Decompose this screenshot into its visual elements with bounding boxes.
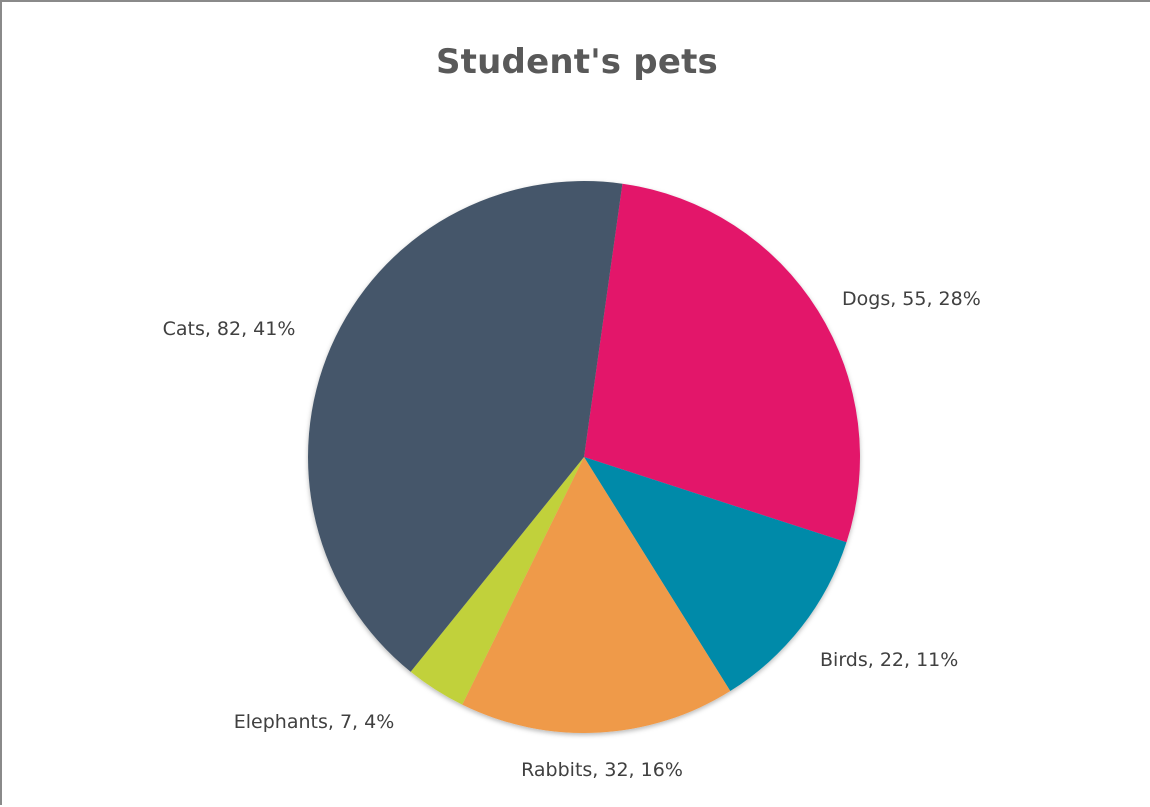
pie-slice-elephants[interactable] [410,457,584,705]
data-labels: Dogs, 55, 28% Birds, 22, 11% Rabbits, 32, … [163,288,981,781]
data-label-birds: Birds, 22, 11% [820,649,958,671]
pie-slice-dogs[interactable] [584,183,860,543]
chart-title: Student's pets [436,42,718,82]
data-label-dogs: Dogs, 55, 28% [842,288,981,310]
pie-slice-birds[interactable] [584,457,847,692]
pie-slices [308,181,860,733]
data-label-rabbits: Rabbits, 32, 16% [521,759,683,781]
data-label-elephants: Elephants, 7, 4% [234,711,395,733]
pie-slice-cats[interactable] [308,181,623,672]
pie-slice-rabbits[interactable] [462,457,731,733]
data-label-cats: Cats, 82, 41% [163,318,296,340]
